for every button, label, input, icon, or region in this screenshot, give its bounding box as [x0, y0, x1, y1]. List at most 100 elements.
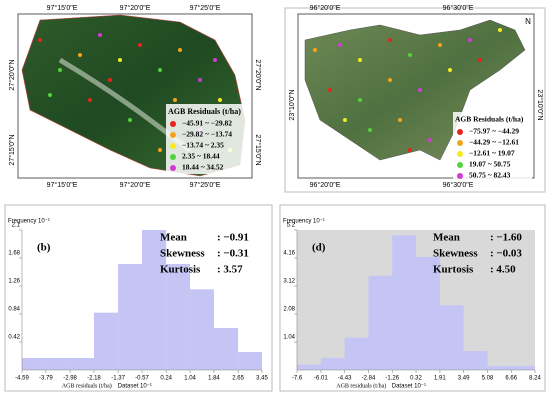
stat-value: : −0.31: [217, 248, 249, 260]
bar: [70, 358, 94, 370]
legend-label: −13.74 ~ 2.35: [182, 141, 224, 150]
y-tick-label: 5.2: [287, 223, 296, 229]
map-tick: 97°15'0"E: [47, 181, 78, 189]
y-tick-label: 0.42: [8, 335, 20, 341]
sample-point: [178, 48, 182, 52]
x-axis-unit: Dataset 10⁻¹: [392, 384, 426, 390]
sample-point: [38, 38, 42, 42]
bar: [463, 351, 488, 370]
bar: [416, 256, 440, 370]
sample-point: [468, 38, 472, 42]
sample-point: [48, 93, 52, 97]
bar: [439, 305, 464, 370]
sample-point: [58, 68, 62, 72]
sample-point: [418, 88, 422, 92]
legend-label: −12.61 ~ 19.07: [469, 149, 515, 158]
bar: [166, 264, 191, 370]
map-tick: 96°30'0"E: [443, 4, 474, 12]
y-tick-label: 0.84: [8, 307, 20, 313]
x-tick-label: 0.24: [160, 376, 172, 382]
x-tick-label: -7.6: [292, 376, 303, 382]
sample-point: [338, 43, 342, 47]
y-axis-label: Frequency 10⁻¹: [8, 219, 50, 225]
bar: [118, 264, 142, 370]
map-tick: 23°10'0"N: [288, 89, 296, 120]
y-axis-label: Frequency 10⁻¹: [283, 219, 325, 225]
sample-point: [108, 78, 112, 82]
y-tick-label: 2.1: [12, 223, 21, 229]
x-tick-label: 8.24: [529, 376, 541, 382]
legend-marker: [170, 154, 176, 160]
x-tick-label: 1.84: [208, 376, 220, 382]
sample-point: [388, 78, 392, 82]
panel-label: (a): [22, 18, 34, 29]
legend-label: −44.29 ~ −12.61: [469, 138, 519, 147]
sample-point: [118, 58, 122, 62]
sample-point: [448, 68, 452, 72]
bar: [238, 352, 262, 370]
sample-point: [358, 58, 362, 62]
map-tick: 97°25'0"E: [190, 4, 221, 12]
stat-value: : −0.03: [490, 248, 522, 260]
x-tick-label: -3.79: [39, 376, 53, 382]
sample-point: [213, 58, 217, 62]
stat-name: Kurtosis: [160, 264, 201, 276]
bar: [487, 365, 512, 370]
x-tick-label: 1.04: [184, 376, 196, 382]
legend-label: 2.35 ~ 18.44: [182, 152, 220, 161]
sample-point: [198, 78, 202, 82]
x-tick-label: -1.37: [111, 376, 125, 382]
legend-marker: [170, 132, 176, 138]
stat-value: : −1.60: [490, 232, 522, 244]
x-tick-label: -0.57: [135, 376, 149, 382]
sample-point: [173, 98, 177, 102]
x-axis-label: AGB residuals (t/ha): [62, 382, 112, 389]
bar: [45, 358, 71, 370]
stat-name: Mean: [160, 232, 187, 244]
stat-name: Mean: [433, 232, 460, 244]
bar: [368, 275, 393, 370]
bar: [297, 364, 321, 370]
x-tick-label: 1.91: [434, 376, 446, 382]
x-tick-label: 0.32: [410, 376, 422, 382]
legend-marker: [457, 151, 463, 157]
panel-label: (c): [302, 18, 314, 29]
sample-point: [88, 98, 92, 102]
map-tick: 97°20'0"E: [120, 181, 151, 189]
bar: [22, 358, 46, 370]
stat-name: Skewness: [160, 248, 205, 260]
bar: [392, 235, 416, 370]
legend-marker: [170, 143, 176, 149]
sample-point: [358, 98, 362, 102]
sample-point: [428, 138, 432, 142]
sample-point: [498, 28, 502, 32]
map-tick: 97°15'0"E: [47, 4, 78, 12]
legend-label: 19.07 ~ 50.75: [469, 160, 511, 169]
stat-value: : 3.57: [217, 264, 243, 276]
x-tick-label: 2.65: [232, 376, 244, 382]
legend-label: 50.75 ~ 82.43: [469, 171, 511, 180]
y-tick-label: 1.68: [8, 251, 20, 257]
map-tick: 23°10'0"N: [536, 89, 544, 120]
legend-label: −75.97 ~ −44.29: [469, 127, 519, 136]
sample-point: [218, 98, 222, 102]
map-tick: 96°30'0"E: [443, 181, 474, 189]
bar: [344, 337, 369, 370]
stat-name: Kurtosis: [433, 264, 474, 276]
legend-marker: [457, 140, 463, 146]
x-tick-label: 5.08: [482, 376, 494, 382]
sample-point: [158, 148, 162, 152]
x-tick-label: -2.84: [362, 376, 376, 382]
sample-point: [78, 53, 82, 57]
y-tick-label: 2.08: [283, 307, 295, 313]
sample-point: [388, 38, 392, 42]
map-tick: 96°20'0"E: [310, 181, 341, 189]
bar: [93, 312, 119, 370]
x-tick-label: -2.98: [63, 376, 77, 382]
map-region: [304, 19, 526, 161]
legend-marker: [457, 129, 463, 135]
sample-point: [343, 118, 347, 122]
sample-point: [313, 48, 317, 52]
legend-label: −45.91 ~ −29.82: [182, 119, 232, 128]
sample-point: [408, 148, 412, 152]
